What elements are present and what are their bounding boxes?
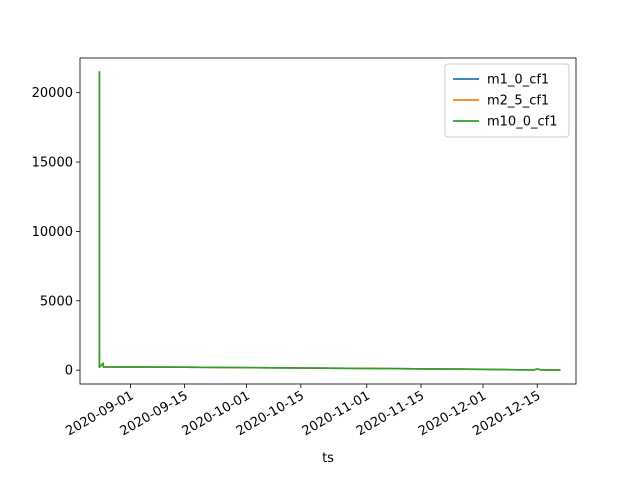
y-tick-label: 20000 bbox=[32, 86, 73, 101]
legend-entry: m10_0_cf1 bbox=[487, 115, 557, 130]
plot-frame bbox=[79, 57, 577, 385]
y-tick-label: 5000 bbox=[40, 294, 73, 309]
y-tick-label: 0 bbox=[65, 364, 73, 379]
legend-entry: m2_5_cf1 bbox=[487, 94, 549, 109]
y-tick-label: 15000 bbox=[32, 156, 73, 171]
x-axis-label: ts bbox=[322, 451, 334, 466]
legend-frame bbox=[444, 63, 570, 138]
legend-entry: m1_0_cf1 bbox=[487, 73, 549, 88]
legend: m1_0_cf1 m2_5_cf1 m10_0_cf1 bbox=[444, 63, 570, 138]
series-line-m10_0_cf1 bbox=[98, 71, 561, 371]
series-layer bbox=[98, 71, 561, 371]
y-axis: 0 5000 10000 15000 20000 bbox=[32, 86, 80, 379]
y-tick-label: 10000 bbox=[32, 225, 73, 240]
